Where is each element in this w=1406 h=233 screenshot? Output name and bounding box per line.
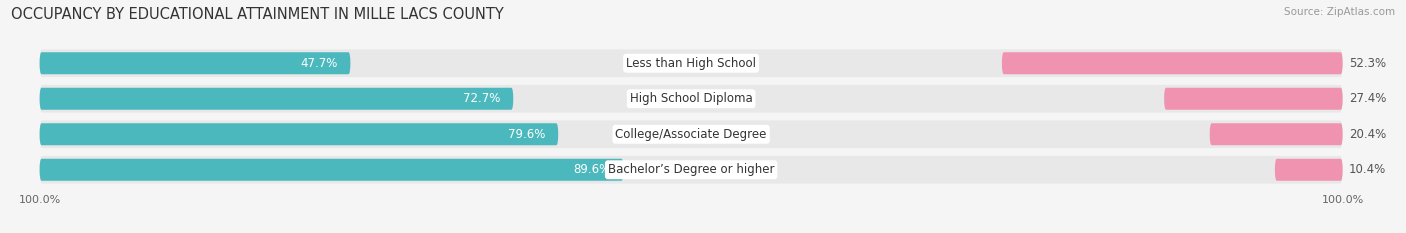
FancyBboxPatch shape — [39, 49, 1343, 77]
FancyBboxPatch shape — [1209, 123, 1343, 145]
Text: Bachelor’s Degree or higher: Bachelor’s Degree or higher — [607, 163, 775, 176]
Text: College/Associate Degree: College/Associate Degree — [616, 128, 766, 141]
Text: High School Diploma: High School Diploma — [630, 92, 752, 105]
Text: 20.4%: 20.4% — [1350, 128, 1386, 141]
FancyBboxPatch shape — [39, 123, 558, 145]
FancyBboxPatch shape — [39, 156, 1343, 184]
Text: OCCUPANCY BY EDUCATIONAL ATTAINMENT IN MILLE LACS COUNTY: OCCUPANCY BY EDUCATIONAL ATTAINMENT IN M… — [11, 7, 503, 22]
FancyBboxPatch shape — [1002, 52, 1343, 74]
Text: Less than High School: Less than High School — [626, 57, 756, 70]
Text: 52.3%: 52.3% — [1350, 57, 1386, 70]
FancyBboxPatch shape — [39, 88, 513, 110]
Text: 79.6%: 79.6% — [508, 128, 546, 141]
FancyBboxPatch shape — [39, 52, 350, 74]
FancyBboxPatch shape — [39, 85, 1343, 113]
FancyBboxPatch shape — [39, 120, 1343, 148]
FancyBboxPatch shape — [1275, 159, 1343, 181]
Text: 47.7%: 47.7% — [299, 57, 337, 70]
Text: Source: ZipAtlas.com: Source: ZipAtlas.com — [1284, 7, 1395, 17]
Text: 72.7%: 72.7% — [463, 92, 501, 105]
Text: 27.4%: 27.4% — [1350, 92, 1386, 105]
FancyBboxPatch shape — [1164, 88, 1343, 110]
Text: 10.4%: 10.4% — [1350, 163, 1386, 176]
FancyBboxPatch shape — [39, 159, 623, 181]
Text: 89.6%: 89.6% — [574, 163, 610, 176]
